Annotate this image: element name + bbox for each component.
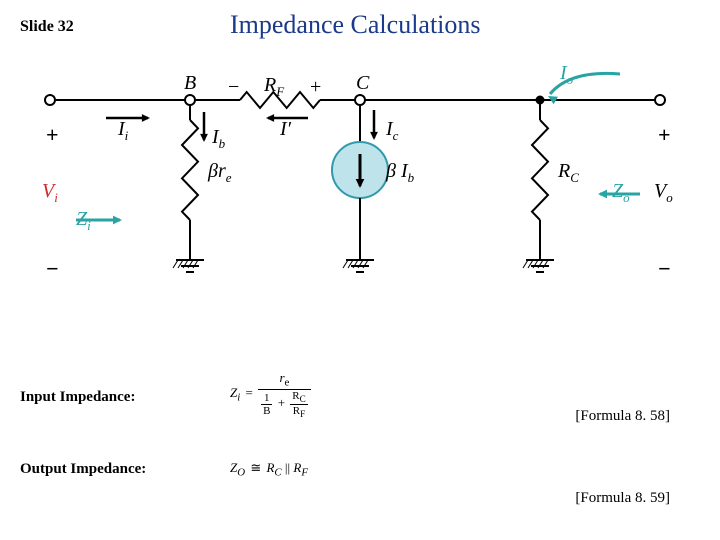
- zo-z: Z: [612, 180, 623, 202]
- zi-f-eq: =: [246, 385, 253, 400]
- bre-beta: β: [208, 160, 218, 182]
- rf-r: R: [264, 74, 276, 96]
- zi-label: Zi: [76, 208, 91, 234]
- vo-v: V: [654, 180, 666, 202]
- page-title: Impedance Calculations: [230, 10, 481, 40]
- io-i: I: [560, 62, 567, 84]
- zi-f-den1-n: 1: [261, 392, 272, 405]
- circuit-svg: [40, 60, 680, 320]
- vi-sub: i: [54, 190, 58, 205]
- zo-f-approx: ≅: [250, 460, 261, 475]
- zi-z: Z: [76, 208, 87, 230]
- vi-minus: −: [46, 256, 59, 282]
- slide-number: Slide 32: [20, 18, 74, 36]
- rf-plus: +: [310, 76, 321, 99]
- output-impedance-label: Output Impedance:: [20, 461, 146, 477]
- bre-r: r: [218, 160, 226, 182]
- zo-f-rc-sub: C: [274, 467, 281, 479]
- ib-i: I: [212, 126, 219, 148]
- bib-i: I: [401, 160, 408, 182]
- zi-f-lhs-sub: i: [237, 392, 240, 404]
- bre-e: e: [226, 170, 232, 185]
- output-impedance-formula: ZO ≅ RC || RF: [230, 460, 308, 479]
- node-b-label: B: [184, 72, 196, 95]
- rf-minus: −: [228, 76, 239, 99]
- zi-f-rc: R: [292, 390, 299, 402]
- vo-minus: −: [658, 256, 671, 282]
- ib-label: Ib: [212, 126, 225, 152]
- zi-f-plus: +: [278, 395, 285, 410]
- ip-label: I′: [280, 118, 291, 141]
- rf-label: RF: [264, 74, 284, 100]
- zi-f-rc-sub: C: [300, 394, 306, 404]
- rc-sub: C: [570, 170, 579, 185]
- zi-f-den1-d: B: [261, 405, 272, 417]
- bib-label: β Ib: [386, 160, 414, 186]
- ii-i: I: [118, 118, 125, 140]
- rc-label: RC: [558, 160, 579, 186]
- ib-sub: b: [219, 136, 226, 151]
- vo-plus: +: [658, 122, 671, 148]
- io-label: Io: [560, 62, 573, 88]
- io-sub: o: [567, 72, 574, 87]
- circuit-diagram: B C − RF + + Vi Zi − + Vo Zo − Ii Ib: [40, 60, 680, 320]
- vi-plus: +: [46, 122, 59, 148]
- zo-f-rf-sub: F: [301, 467, 308, 479]
- zo-label: Zo: [612, 180, 630, 206]
- zo-sub: o: [623, 190, 630, 205]
- rc-r: R: [558, 160, 570, 182]
- zi-sub: i: [87, 218, 91, 233]
- zo-f-par: ||: [285, 460, 290, 475]
- input-impedance-label: Input Impedance:: [20, 389, 135, 405]
- ic-sub: c: [393, 128, 399, 143]
- bib-sub: b: [408, 170, 415, 185]
- vi-label: Vi: [42, 180, 58, 206]
- input-impedance-ref: [Formula 8. 58]: [575, 408, 670, 425]
- ii-label: Ii: [118, 118, 128, 144]
- ic-label: Ic: [386, 118, 398, 144]
- input-impedance-formula: Zi = re 1B + RCRF: [230, 370, 311, 419]
- ic-i: I: [386, 118, 393, 140]
- zo-f-lhs-sub: O: [237, 467, 245, 479]
- vi-v: V: [42, 180, 54, 202]
- output-impedance-ref: [Formula 8. 59]: [575, 490, 670, 507]
- vo-sub: o: [666, 190, 673, 205]
- zi-f-rf-sub: F: [300, 409, 305, 419]
- rf-sub: F: [276, 84, 284, 99]
- zi-f-num-e: e: [285, 377, 290, 389]
- bib-beta: β: [386, 160, 396, 182]
- ii-sub: i: [125, 128, 129, 143]
- vo-label: Vo: [654, 180, 673, 206]
- bre-label: βre: [208, 160, 232, 186]
- node-c-label: C: [356, 72, 369, 95]
